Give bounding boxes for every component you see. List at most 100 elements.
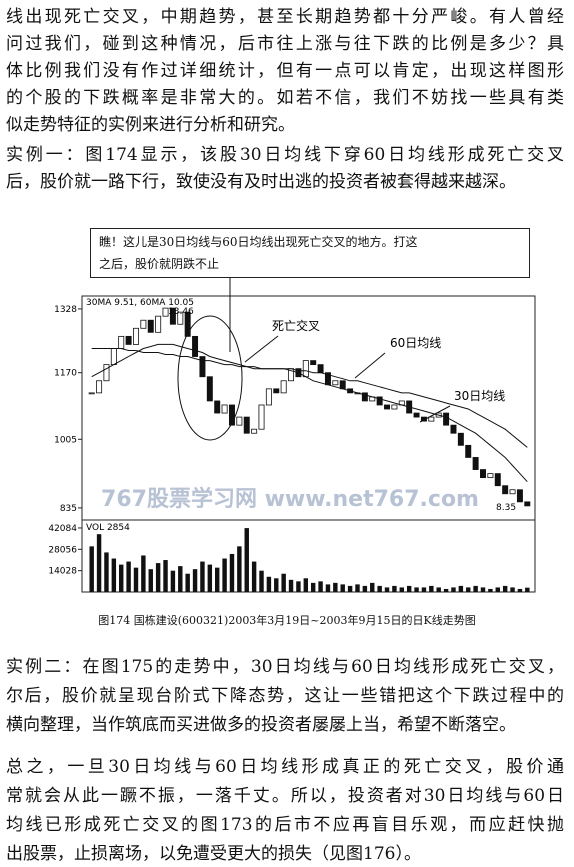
candle [339,380,346,390]
candle [206,376,213,402]
volume-bar [296,581,301,592]
volume-bar [443,588,449,592]
candle [228,404,235,426]
y-tick-label: 835 [60,504,77,514]
y-tick-label: 1170 [54,369,77,379]
candle [251,428,258,434]
volume-bar [406,585,412,592]
ma60-line [91,348,528,448]
volume-bar [133,567,139,592]
candle [384,404,391,410]
volume-bar [347,585,353,592]
text-line: 问过我们，碰到这种情况，后市往上涨与往下跌的比例是多少？具 [6,34,564,54]
volume-bar [96,534,102,592]
volume-bar [119,564,124,592]
volume-bar [495,587,500,592]
volume-bar [473,585,478,592]
candle [177,311,184,325]
candle [494,473,501,487]
chart-frame [81,295,536,593]
candle [376,396,383,406]
volume-bar [384,587,390,592]
text-line: 的个股的下跌概率是非常大的。如若不信，我们不妨找一些具有类 [6,88,564,108]
candle [428,416,435,422]
volume-bar [370,582,375,592]
text-line: 似走势特征的实例来进行分析和研究。 [6,115,295,135]
candle [96,380,103,394]
volume-bar [104,552,109,592]
cross-label: 死亡交叉 [272,318,320,333]
text-line: 常就会从此一蹶不振，一落千丈。所以，投资者对30日均线与60日 [6,786,564,806]
candle [265,388,272,406]
candle [502,485,509,495]
volume-bar [488,588,493,592]
volume-bar [148,569,153,592]
candle [110,348,117,366]
volume-bar [429,585,434,592]
text-line: 横向整理，当作筑底而买进做多的投资者屡屡上当，希望不断落空。 [6,715,516,735]
callout-line: 之后，股价就阴跌不止 [99,257,220,271]
vol-tick-label: 28056 [48,545,77,555]
candle [457,432,464,446]
candle [133,327,139,345]
volume-bar [251,561,257,592]
vol-tick-label: 14028 [48,567,77,577]
arrow [354,352,386,379]
volume-bar [244,528,249,592]
text-line: 出股票，止损离场，以免遭受更大的损失（见图176）。 [6,844,421,864]
text-line: 实例二：在图175的走势中，30日均线与60日均线形成死亡交叉， [6,657,564,677]
candle [516,489,523,503]
candle [310,360,317,366]
candle [273,388,280,394]
candle [147,319,154,333]
candle [169,307,176,325]
volume-bar [229,553,235,592]
candle [221,404,228,414]
volume-bar [414,587,419,592]
cross-ellipse [177,315,243,441]
candle [192,335,199,357]
volume-bar [185,573,190,592]
volume-bar [237,546,242,592]
candle [443,412,450,426]
volume-bar [126,561,131,592]
candle [280,380,287,394]
volume-bar [192,569,198,592]
high-label: 13.46 [168,307,194,317]
low-label: 8.35 [496,503,516,513]
volume-bar [288,579,294,592]
candle [162,307,169,317]
volume-bar [318,581,323,592]
candle [524,501,531,507]
volume-bar [259,570,264,592]
volume-bar [89,546,94,592]
text-line: 实例一：图174显示，该股30日均线下穿60日均线形成死亡交叉 [6,145,564,165]
volume-bar [163,560,168,592]
volume-bar [170,570,176,592]
text-line: 尔后，股价就呈现台阶式下降态势，这让一些错把这个下跌过程中的 [6,686,564,706]
candle [243,416,250,434]
volume-bar [266,576,272,592]
volume-bar [502,585,508,592]
arrow [244,335,279,363]
volume-bar [421,587,427,592]
candle [361,392,368,402]
volume-bar [178,566,183,592]
volume-bar [525,587,530,592]
legend: 30MA 9.51, 60MA 10.05 [86,298,194,308]
candle [302,360,309,378]
candle [413,412,420,418]
candle [465,444,472,458]
vol-tick-label: 42084 [48,524,77,534]
candle [199,356,206,378]
volume-bar [362,585,368,592]
candle [317,364,324,374]
candle [332,380,339,386]
candle [88,392,95,395]
candle [472,457,479,470]
ma30-line [91,343,528,483]
text-line: 线出现死亡交叉，中期趋势，甚至长期趋势都十分严峻。有人曾经 [6,7,564,27]
volume-bar [274,578,279,592]
volume-bar [436,587,441,592]
